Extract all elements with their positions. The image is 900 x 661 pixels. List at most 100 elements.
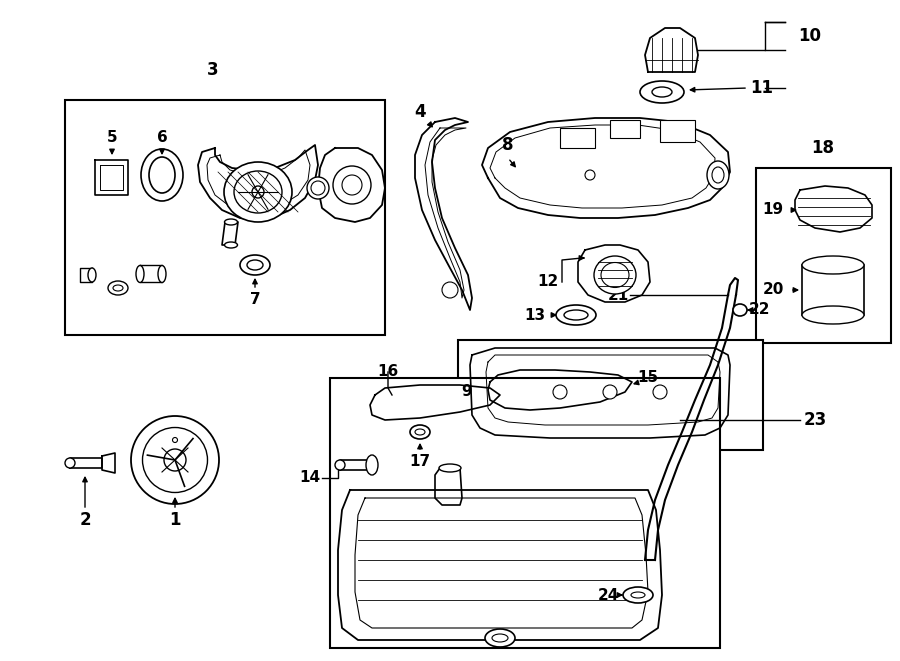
Text: 21: 21 bbox=[608, 288, 628, 303]
Ellipse shape bbox=[234, 171, 282, 213]
Polygon shape bbox=[470, 348, 730, 438]
Ellipse shape bbox=[136, 266, 144, 282]
Text: 22: 22 bbox=[749, 303, 770, 317]
Ellipse shape bbox=[224, 219, 238, 225]
Ellipse shape bbox=[247, 260, 263, 270]
Ellipse shape bbox=[131, 416, 219, 504]
Ellipse shape bbox=[585, 170, 595, 180]
Bar bbox=[65, 100, 385, 335]
Text: 16: 16 bbox=[377, 364, 399, 379]
Polygon shape bbox=[578, 245, 650, 302]
Ellipse shape bbox=[640, 81, 684, 103]
Text: 10: 10 bbox=[798, 27, 822, 45]
Polygon shape bbox=[222, 222, 238, 245]
Ellipse shape bbox=[142, 428, 208, 492]
Bar bbox=[330, 378, 720, 648]
Bar bbox=[610, 120, 640, 138]
Bar bbox=[458, 340, 763, 450]
Ellipse shape bbox=[603, 385, 617, 399]
Polygon shape bbox=[482, 118, 730, 218]
Ellipse shape bbox=[439, 464, 461, 472]
Ellipse shape bbox=[492, 634, 508, 642]
Ellipse shape bbox=[65, 458, 75, 468]
Ellipse shape bbox=[149, 157, 175, 193]
Polygon shape bbox=[488, 370, 632, 410]
Bar bbox=[560, 128, 595, 148]
Ellipse shape bbox=[733, 304, 747, 316]
Polygon shape bbox=[80, 268, 92, 282]
Text: 1: 1 bbox=[169, 511, 181, 529]
Ellipse shape bbox=[556, 305, 596, 325]
Text: 4: 4 bbox=[414, 103, 426, 121]
Polygon shape bbox=[415, 118, 472, 310]
Polygon shape bbox=[645, 28, 698, 72]
Ellipse shape bbox=[594, 256, 636, 294]
Ellipse shape bbox=[601, 262, 629, 288]
Text: 6: 6 bbox=[157, 130, 167, 145]
Ellipse shape bbox=[108, 281, 128, 295]
Text: 2: 2 bbox=[79, 511, 91, 529]
Ellipse shape bbox=[653, 385, 667, 399]
Ellipse shape bbox=[141, 149, 183, 201]
Polygon shape bbox=[70, 458, 102, 468]
Ellipse shape bbox=[485, 629, 515, 647]
Ellipse shape bbox=[442, 282, 458, 298]
Ellipse shape bbox=[333, 166, 371, 204]
Text: 14: 14 bbox=[300, 471, 320, 485]
Ellipse shape bbox=[88, 268, 96, 282]
Ellipse shape bbox=[802, 256, 864, 274]
Ellipse shape bbox=[158, 266, 166, 282]
Ellipse shape bbox=[553, 385, 567, 399]
Ellipse shape bbox=[631, 592, 645, 598]
Text: 20: 20 bbox=[762, 282, 784, 297]
Text: 7: 7 bbox=[249, 293, 260, 307]
Ellipse shape bbox=[164, 449, 186, 471]
Text: 15: 15 bbox=[637, 371, 659, 385]
Polygon shape bbox=[318, 148, 385, 222]
Text: 18: 18 bbox=[812, 139, 834, 157]
Polygon shape bbox=[102, 453, 115, 473]
Ellipse shape bbox=[311, 181, 325, 195]
Text: 5: 5 bbox=[107, 130, 117, 145]
Ellipse shape bbox=[173, 438, 177, 442]
Text: 9: 9 bbox=[462, 385, 472, 399]
Polygon shape bbox=[435, 468, 462, 505]
Ellipse shape bbox=[335, 460, 345, 470]
Ellipse shape bbox=[240, 255, 270, 275]
Text: 13: 13 bbox=[525, 307, 545, 323]
Text: 12: 12 bbox=[537, 274, 559, 290]
Ellipse shape bbox=[252, 186, 264, 198]
Ellipse shape bbox=[564, 310, 588, 320]
Polygon shape bbox=[198, 145, 318, 220]
Text: 24: 24 bbox=[598, 588, 618, 602]
Bar bbox=[802, 265, 864, 315]
Text: 8: 8 bbox=[502, 136, 514, 154]
Ellipse shape bbox=[802, 306, 864, 324]
Polygon shape bbox=[95, 160, 128, 195]
Polygon shape bbox=[795, 186, 872, 232]
Polygon shape bbox=[370, 385, 500, 420]
Polygon shape bbox=[100, 165, 123, 190]
Ellipse shape bbox=[652, 87, 672, 97]
Text: 23: 23 bbox=[804, 411, 826, 429]
Ellipse shape bbox=[366, 455, 378, 475]
Ellipse shape bbox=[307, 177, 329, 199]
Ellipse shape bbox=[342, 175, 362, 195]
Ellipse shape bbox=[224, 162, 292, 222]
Bar bbox=[660, 120, 695, 142]
Ellipse shape bbox=[224, 242, 238, 248]
Polygon shape bbox=[340, 460, 372, 470]
Ellipse shape bbox=[707, 161, 729, 189]
Text: 17: 17 bbox=[410, 455, 430, 469]
Text: 11: 11 bbox=[751, 79, 773, 97]
Ellipse shape bbox=[415, 429, 425, 435]
Ellipse shape bbox=[712, 167, 724, 183]
Ellipse shape bbox=[113, 285, 123, 291]
Ellipse shape bbox=[410, 425, 430, 439]
Polygon shape bbox=[338, 490, 662, 640]
Polygon shape bbox=[140, 265, 162, 282]
Text: 19: 19 bbox=[762, 202, 784, 217]
Text: 3: 3 bbox=[207, 61, 219, 79]
Bar bbox=[756, 168, 891, 343]
Ellipse shape bbox=[623, 587, 653, 603]
